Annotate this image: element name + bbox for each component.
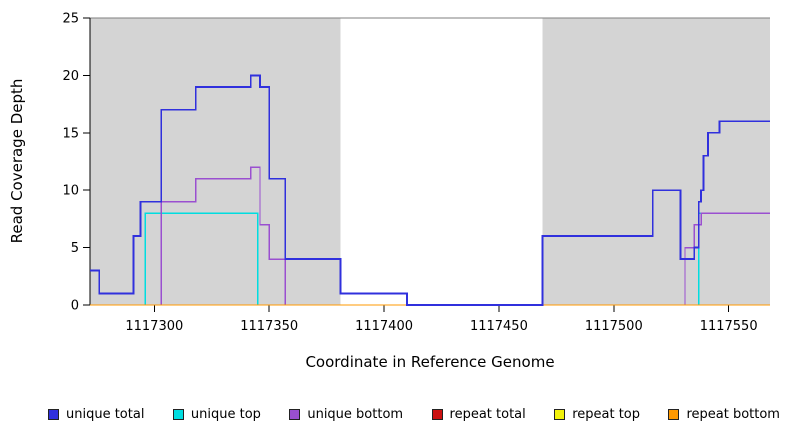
x-tick-label: 1117300 bbox=[125, 319, 183, 334]
legend-swatch-repeat-bottom bbox=[668, 409, 680, 420]
shaded-region bbox=[542, 18, 770, 305]
legend-swatch-repeat-total bbox=[431, 409, 443, 420]
legend-item-unique-bottom: unique bottom bbox=[289, 407, 403, 422]
legend-swatch-unique-total bbox=[48, 409, 59, 420]
legend-label: unique total bbox=[66, 407, 145, 422]
x-axis-label: Coordinate in Reference Genome bbox=[305, 353, 555, 371]
series-line-unique-bottom bbox=[90, 166, 770, 306]
legend-swatch-unique-bottom bbox=[289, 409, 301, 420]
legend-item-repeat-top: repeat top bbox=[554, 407, 640, 422]
legend-swatch-repeat-top bbox=[554, 409, 566, 420]
legend-item-repeat-bottom: repeat bottom bbox=[668, 407, 780, 422]
y-tick-label: 10 bbox=[62, 184, 79, 199]
legend-label: unique bottom bbox=[307, 407, 404, 422]
series-line-unique-total bbox=[90, 74, 770, 306]
legend-item-repeat-total: repeat total bbox=[431, 407, 526, 422]
legend-label: repeat total bbox=[449, 407, 526, 422]
plot-canvas: 0 5 10 15 20 25 1117300 1117350 1117400 1117450 11… bbox=[62, 12, 770, 334]
legend-label: unique top bbox=[190, 407, 261, 422]
x-tick-label: 1117400 bbox=[355, 319, 413, 334]
legend-swatch-unique-top bbox=[172, 409, 184, 420]
legend-label: repeat bottom bbox=[686, 407, 780, 422]
y-tick-label: 25 bbox=[62, 12, 79, 27]
y-tick-label: 15 bbox=[62, 126, 79, 141]
x-tick-label: 1117350 bbox=[240, 319, 298, 334]
y-tick-label: 0 bbox=[71, 299, 79, 314]
shaded-region bbox=[90, 18, 341, 305]
y-axis-label: Read Coverage Depth bbox=[8, 78, 26, 244]
x-tick-label: 1117450 bbox=[470, 319, 528, 334]
y-tick-label: 5 bbox=[71, 241, 79, 256]
legend-item-unique-total: unique total bbox=[48, 407, 144, 422]
y-tick-label: 20 bbox=[62, 69, 79, 84]
legend-item-unique-top: unique top bbox=[172, 407, 261, 422]
x-tick-label: 1117550 bbox=[700, 319, 758, 334]
x-tick-label: 1117500 bbox=[585, 319, 643, 334]
legend-label: repeat top bbox=[572, 407, 640, 422]
legend: unique total unique top unique bottom repea… bbox=[48, 407, 780, 422]
